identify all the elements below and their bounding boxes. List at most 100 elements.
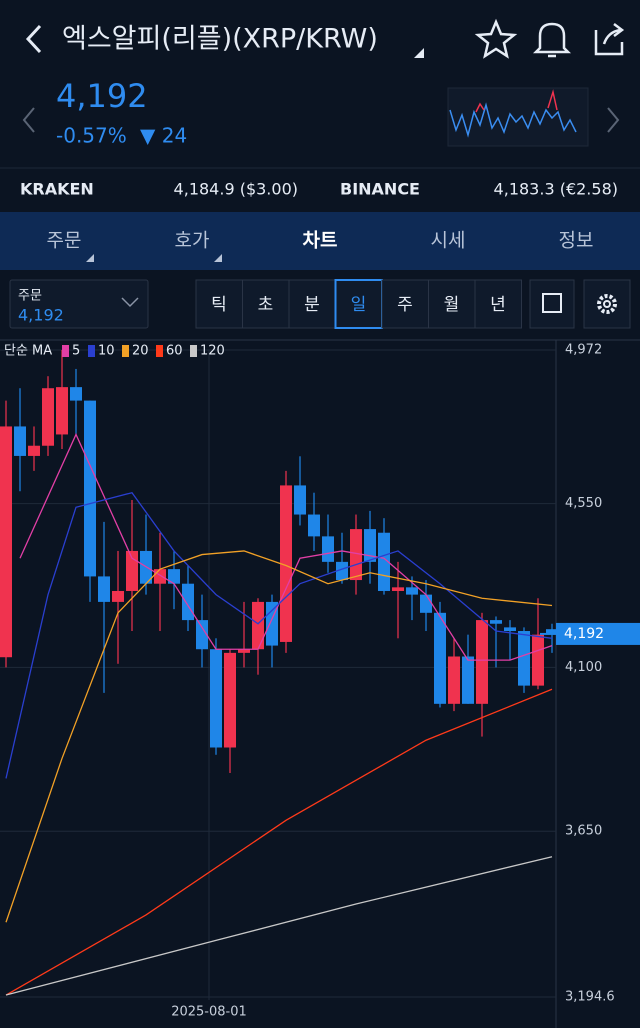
x-tick-label: 2025-08-01: [171, 1005, 247, 1020]
candle-body: [98, 576, 110, 602]
candle-body: [322, 536, 334, 562]
candle-body: [518, 631, 530, 686]
order-dropdown[interactable]: [9, 279, 149, 329]
candle-body: [126, 550, 138, 591]
prev-button[interactable]: [22, 107, 35, 133]
candle-body: [14, 426, 26, 456]
candle-body: [238, 649, 250, 653]
period-button[interactable]: [288, 279, 336, 329]
title[interactable]: 엑스알피(리플)(XRP/KRW): [62, 24, 378, 55]
period-button[interactable]: [195, 279, 243, 329]
exchange-name: BINANCE: [340, 180, 420, 199]
period-label: 년: [490, 295, 506, 315]
candle-body: [364, 529, 376, 562]
candle-body: [196, 620, 208, 650]
candle-body: [392, 587, 404, 591]
share-icon[interactable]: [594, 23, 625, 56]
tab[interactable]: 시세: [431, 230, 466, 252]
y-tick-label: 3,650: [565, 824, 602, 839]
tab-bar: [0, 212, 640, 270]
sparkline: [449, 102, 577, 138]
ma-legend-label: 단순 MA: [4, 344, 52, 359]
candle-body: [476, 620, 488, 704]
tab-dropdown-mark: [214, 254, 222, 262]
toggle-icon: [542, 293, 562, 313]
tab-dropdown-mark: [86, 254, 94, 262]
legend-entry: 60: [166, 344, 183, 359]
order-label: 주문: [18, 289, 42, 304]
toggle-button[interactable]: [529, 279, 575, 329]
candle-body: [490, 620, 502, 624]
period-button[interactable]: [474, 279, 522, 329]
y-tick-label: 4,550: [565, 496, 602, 511]
favorite-icon[interactable]: [474, 18, 518, 59]
sparkline-high: [475, 89, 558, 113]
legend-swatch: [156, 345, 163, 357]
tab[interactable]: 주문: [47, 230, 82, 252]
moving-average-line: [19, 432, 553, 661]
next-button[interactable]: [607, 107, 620, 133]
alarm-icon[interactable]: [532, 22, 572, 58]
candle-body: [280, 485, 292, 642]
legend-entry: 120: [200, 344, 225, 359]
tab[interactable]: 차트: [303, 230, 338, 252]
title-dropdown[interactable]: [414, 48, 424, 58]
y-tick-label: 4,972: [565, 343, 602, 358]
candle-body: [434, 612, 446, 704]
candle-body: [224, 652, 236, 748]
candle-body: [154, 569, 166, 584]
settings-button[interactable]: [583, 279, 631, 329]
period-button[interactable]: [381, 279, 429, 329]
candle-body: [28, 445, 40, 456]
candle-body: [0, 426, 12, 658]
current-price-tag: [556, 622, 640, 645]
candle-body: [308, 514, 320, 537]
moving-average-line: [5, 688, 553, 996]
candle-body: [448, 656, 460, 704]
candle-body: [210, 649, 222, 748]
order-value: 4,192: [18, 306, 64, 325]
sparkline-box: [447, 87, 589, 147]
period-button[interactable]: [428, 279, 476, 329]
candle-body: [406, 587, 418, 595]
y-tick-label: 4,100: [565, 660, 602, 675]
candle-body: [84, 400, 96, 577]
period-label: 초: [258, 295, 274, 315]
settings-icon-center: [603, 300, 611, 308]
candle-body: [462, 656, 474, 704]
candle-body: [532, 634, 544, 686]
moving-average-line: [5, 856, 553, 996]
legend-entry: 10: [98, 344, 115, 359]
candle-body: [546, 629, 558, 634]
legend-swatch: [62, 345, 69, 357]
period-label: 주: [397, 295, 413, 315]
candle-body: [182, 583, 194, 621]
period-label: 틱: [211, 295, 227, 315]
period-button[interactable]: [242, 279, 290, 329]
legend-entry: 20: [132, 344, 149, 359]
exchange-value: 4,183.3 (€2.58): [494, 180, 618, 199]
moving-average-line: [5, 550, 553, 923]
change-percent: -0.57%: [56, 124, 127, 148]
legend-swatch: [122, 345, 129, 357]
y-tick-label: 3,194.6: [565, 990, 615, 1005]
candle-body: [56, 387, 68, 435]
period-label: 일: [351, 295, 367, 315]
moving-average-line: [5, 491, 553, 779]
exchange-name: KRAKEN: [20, 180, 94, 199]
dropdown-arrow: [121, 297, 139, 308]
legend-entry: 5: [72, 344, 80, 359]
candle-body: [504, 627, 516, 632]
tab[interactable]: 정보: [559, 230, 594, 252]
back-button[interactable]: [25, 24, 42, 54]
candle-body: [70, 387, 82, 401]
change-amount: ▼ 24: [140, 124, 187, 148]
candle-body: [42, 388, 54, 446]
legend-swatch: [88, 345, 95, 357]
candle-body: [294, 485, 306, 515]
tab[interactable]: 호가: [175, 230, 210, 252]
period-label: 분: [304, 295, 320, 315]
current-price-label: 4,192: [564, 626, 604, 642]
